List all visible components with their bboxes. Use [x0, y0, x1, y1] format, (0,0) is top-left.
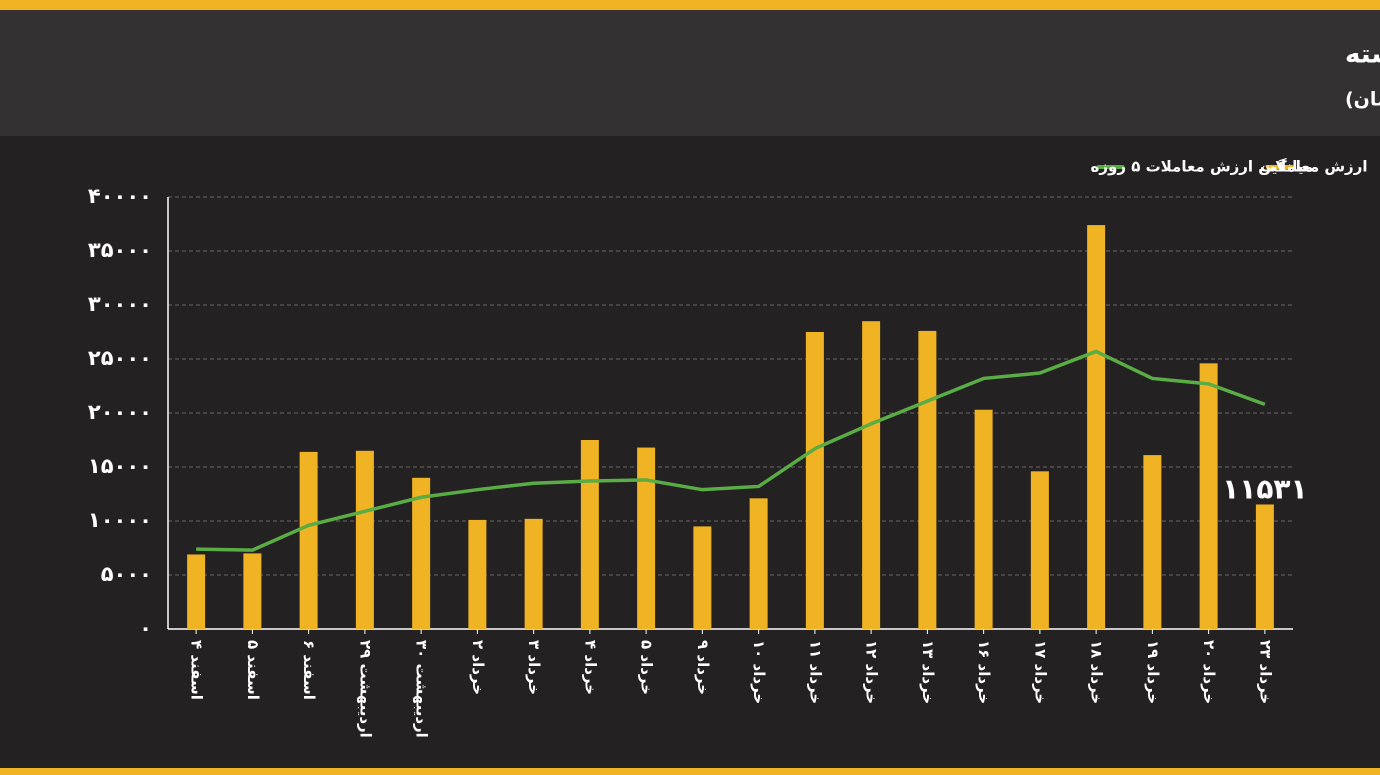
x-tick-label: اسفند ۶: [300, 640, 318, 700]
bar: [974, 409, 993, 629]
y-tick-label: ۵۰۰۰: [101, 562, 152, 586]
bar: [580, 440, 599, 629]
x-tick-label: اردیبهشت ۳۰: [413, 640, 431, 738]
y-tick-label: ۲۰۰۰۰: [88, 400, 152, 424]
y-tick-label: ۴۰۰۰۰: [88, 184, 152, 208]
bottom-stripe: [0, 768, 1380, 775]
bar: [693, 526, 712, 629]
x-tick-label: خرداد ۱۳: [919, 640, 937, 704]
x-tick-label: خرداد ۱۹: [1144, 640, 1162, 704]
y-tick-label: ۳۰۰۰۰: [88, 292, 152, 316]
bar: [1199, 363, 1218, 629]
legend-label: ارزش معاملات: [1260, 158, 1367, 176]
y-tick-label: ۲۵۰۰۰: [88, 346, 152, 370]
value-label: ۱۱۵۳۱: [1222, 472, 1307, 505]
bar: [468, 519, 487, 629]
header: [0, 10, 1380, 136]
chart-subtitle: (میلیارد تومان): [1345, 89, 1380, 111]
x-tick-label: خرداد ۱۱: [806, 640, 824, 704]
x-tick-label: خرداد ۴: [581, 640, 599, 695]
x-tick-label: اسفند ۴: [188, 640, 206, 700]
bar: [187, 554, 206, 629]
bar: [243, 553, 262, 629]
x-tick-label: خرداد ۵: [638, 640, 656, 695]
bar: [862, 321, 881, 629]
bar: [1087, 225, 1106, 629]
y-tick-label: ۱۰۰۰۰: [88, 508, 152, 532]
top-stripe: [0, 0, 1380, 10]
x-tick-label: خرداد ۱۲: [863, 640, 881, 704]
x-tick-label: خرداد ۲۰: [1200, 640, 1218, 704]
bar: [1255, 504, 1274, 629]
bar: [637, 447, 656, 629]
x-tick-label: خرداد ۲: [469, 640, 487, 695]
bar: [749, 498, 768, 629]
bar: [1143, 455, 1162, 629]
x-tick-label: خرداد ۱۶: [975, 640, 993, 704]
x-tick-label: خرداد ۱۸: [1088, 640, 1106, 704]
bar: [355, 450, 374, 629]
y-tick-label: ۳۵۰۰۰: [88, 238, 152, 262]
bar: [918, 330, 937, 629]
bar: [1030, 471, 1049, 629]
x-tick-label: اردیبهشت ۲۹: [356, 640, 374, 738]
x-tick-label: خرداد ۲۳: [1256, 640, 1274, 704]
bar: [805, 332, 824, 629]
chart-title: ارزش معاملات و میانگین ۵ روز گذشته: [1345, 39, 1380, 70]
bar: [412, 477, 431, 629]
x-tick-label: خرداد ۹: [694, 640, 712, 695]
bar: [299, 451, 318, 629]
bar: [524, 518, 543, 629]
x-tick-label: خرداد ۳: [525, 640, 543, 695]
legend-label: میانگین ارزش معاملات ۵ روزه: [1091, 158, 1314, 176]
y-tick-label: ۰: [139, 616, 152, 640]
y-tick-label: ۱۵۰۰۰: [88, 454, 152, 478]
x-tick-label: خرداد ۱۰: [750, 640, 768, 704]
line: [196, 349, 1266, 552]
x-tick-label: خرداد ۱۷: [1031, 640, 1049, 704]
x-tick-label: اسفند ۵: [244, 640, 262, 700]
